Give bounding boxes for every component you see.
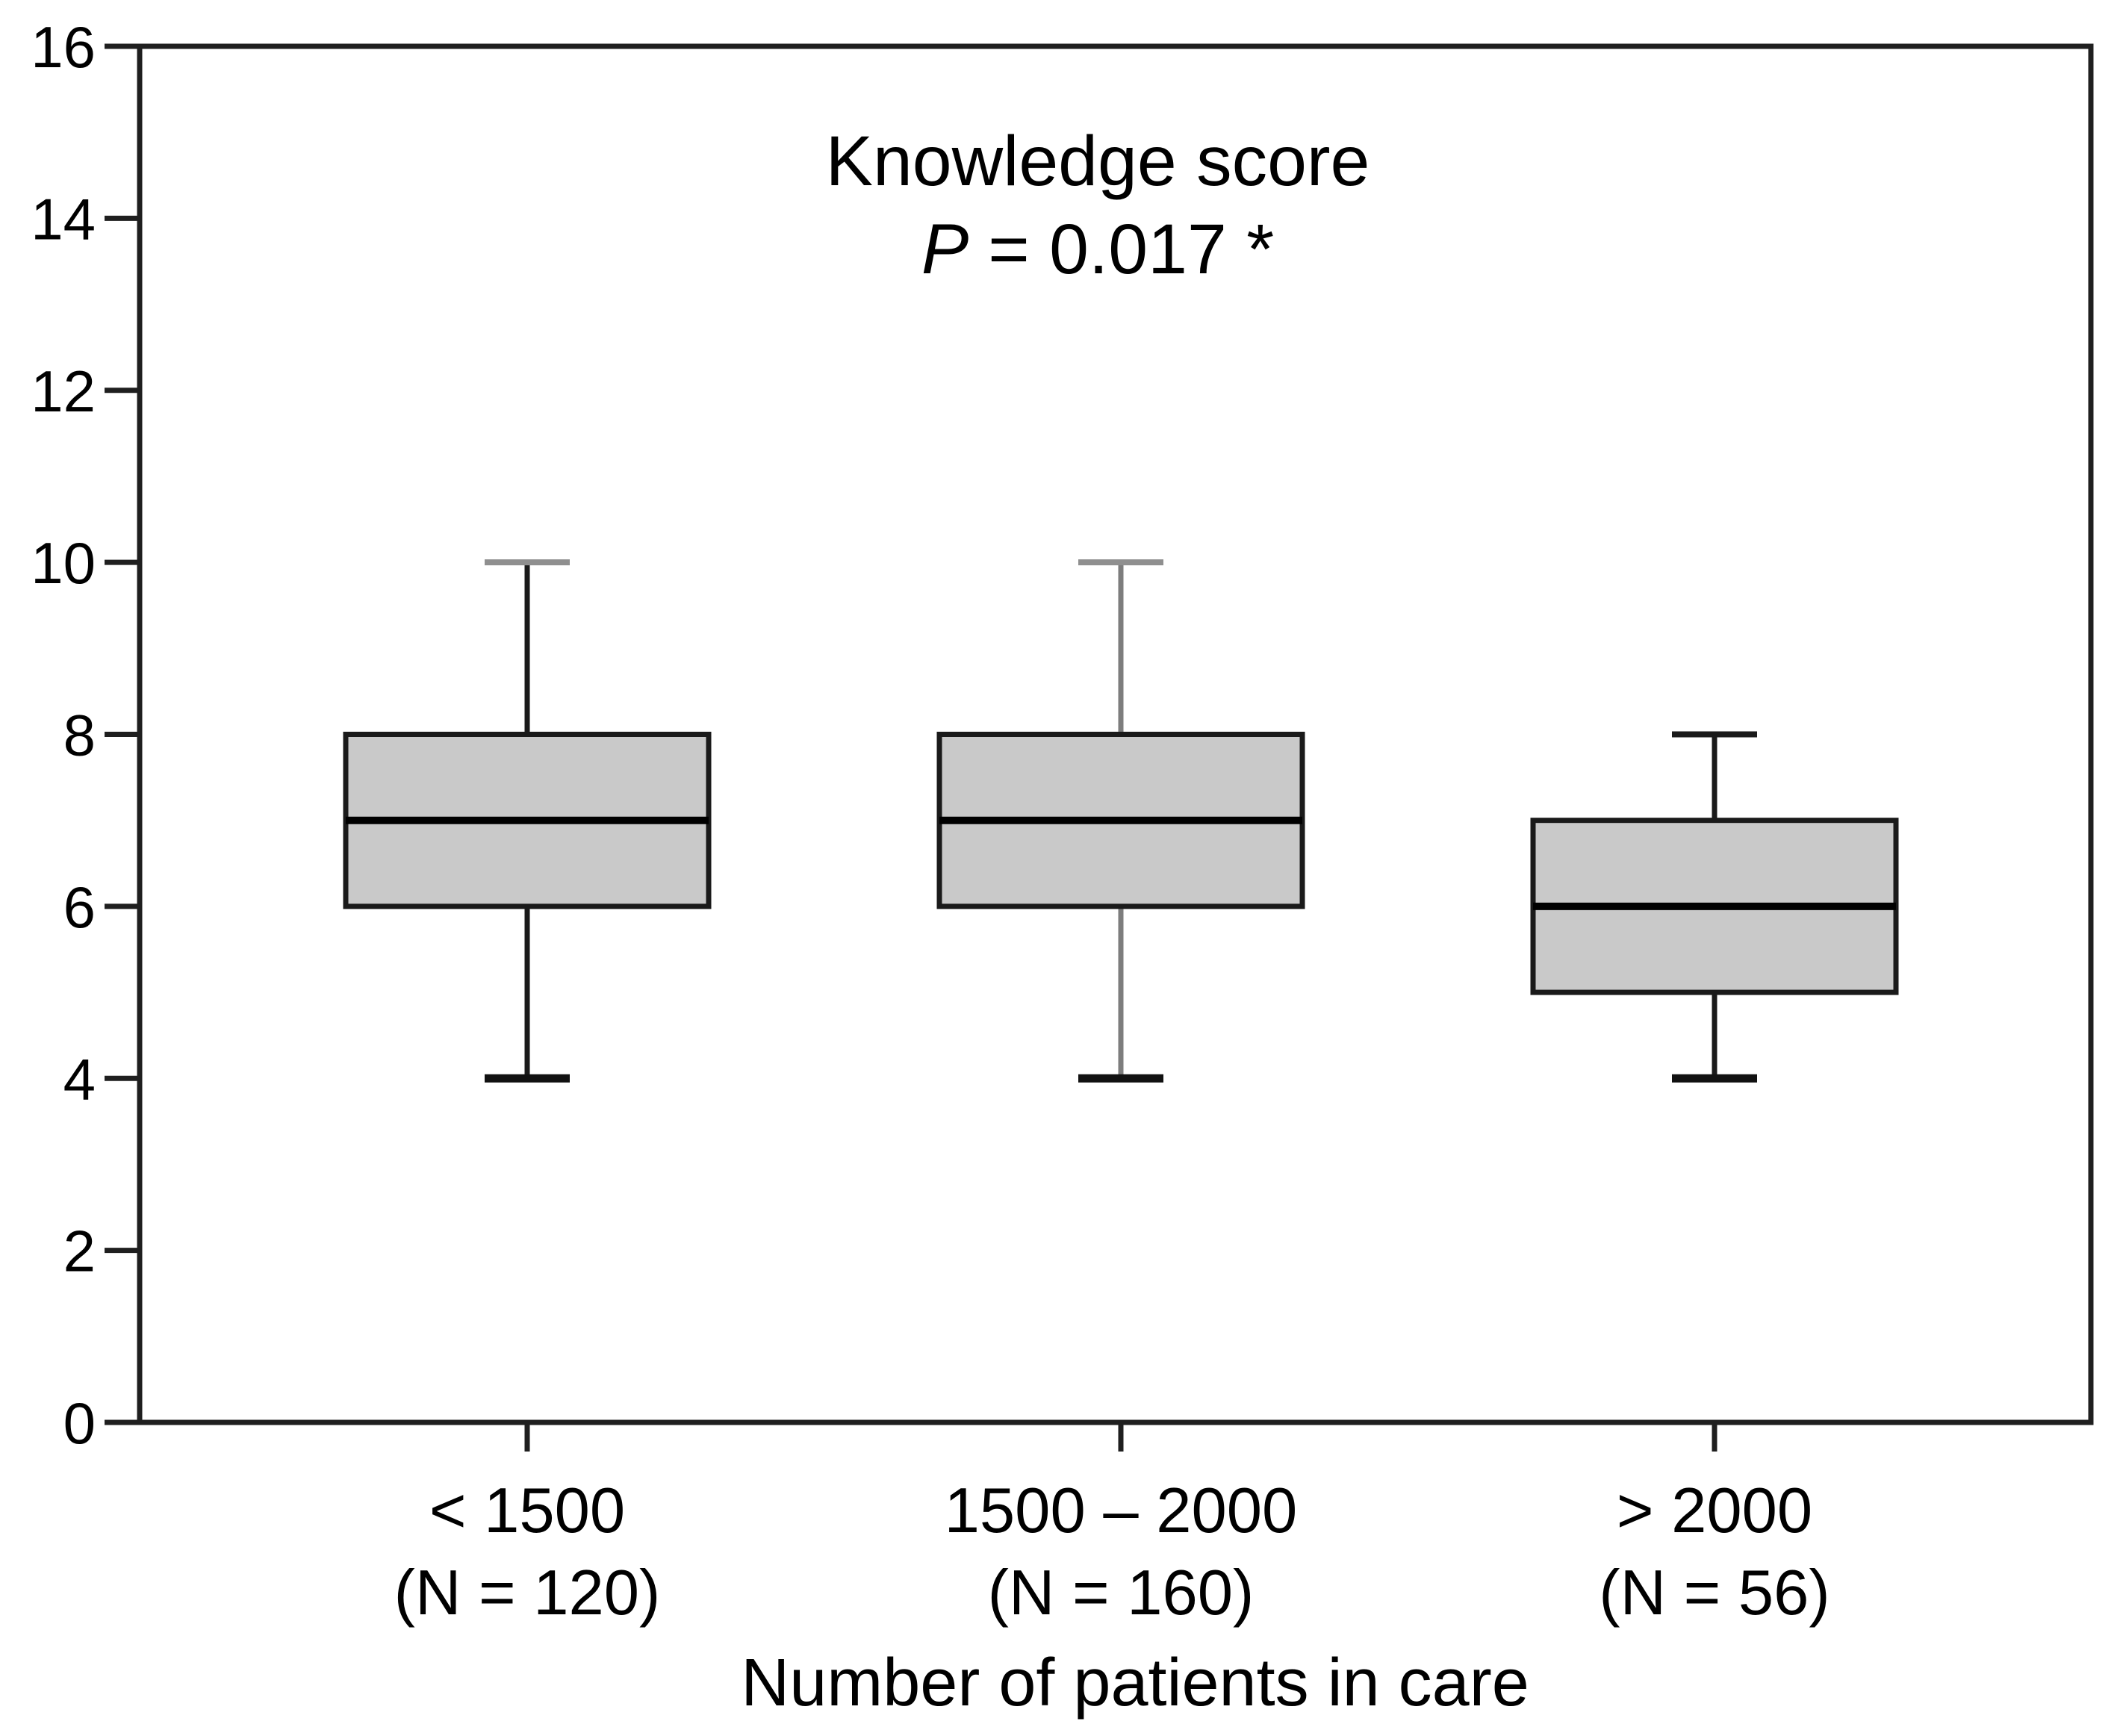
box-group-1 — [343, 559, 712, 1083]
y-tick-label: 2 — [63, 1219, 96, 1284]
chart-title: Knowledge score — [826, 122, 1370, 201]
plot-area: 0 2 4 6 8 10 12 14 16 < 1500 (N = 120) 1500 – 2000 (… — [31, 14, 2094, 1628]
x-category-label: 1500 – 2000 — [945, 1475, 1298, 1546]
y-tick-label: 0 — [63, 1390, 96, 1456]
y-tick-label: 16 — [31, 14, 96, 80]
x-category-n-label: (N = 160) — [988, 1558, 1255, 1628]
y-tick-label: 8 — [63, 703, 96, 768]
y-tick-label: 4 — [63, 1046, 96, 1112]
y-tick-label: 10 — [31, 530, 96, 596]
y-tick-label: 14 — [31, 186, 96, 252]
x-category-label: < 1500 — [429, 1475, 625, 1546]
y-tick-label: 12 — [31, 358, 96, 424]
p-value-text: = 0.017 * — [988, 210, 1274, 289]
x-category-n-label: (N = 120) — [394, 1558, 661, 1628]
y-tick-label: 6 — [63, 874, 96, 940]
x-axis-title: Number of patients in care — [741, 1646, 1529, 1720]
x-category-n-label: (N = 56) — [1599, 1558, 1830, 1628]
p-symbol: P — [921, 210, 969, 289]
box-group-3 — [1530, 731, 1899, 1083]
chart-subtitle-p-value: P = 0.017 * — [921, 210, 1274, 289]
box-group-2 — [936, 559, 1305, 1083]
x-category-label: > 2000 — [1617, 1475, 1812, 1546]
